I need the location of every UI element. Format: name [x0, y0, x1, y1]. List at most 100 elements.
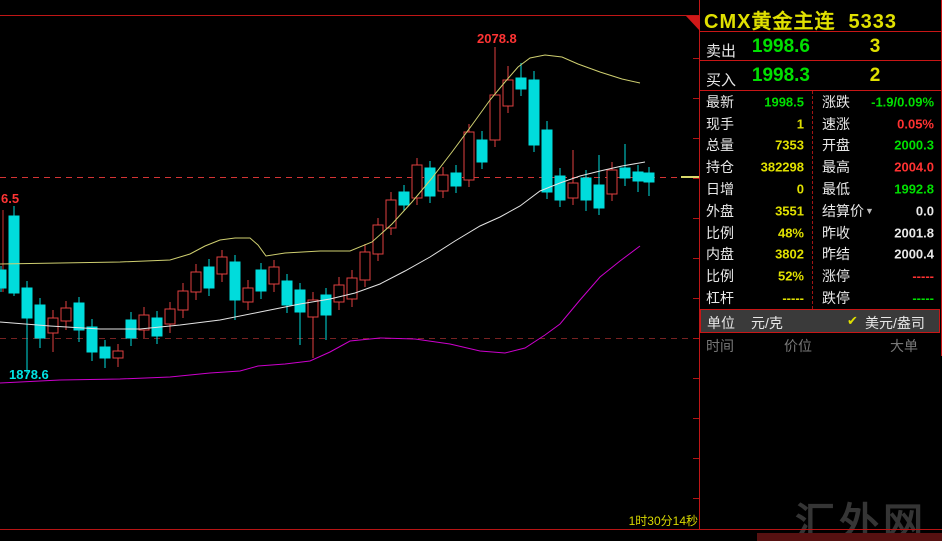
field-label: 昨收 [822, 224, 850, 241]
low-price-label: 1878.6 [9, 367, 49, 382]
quote-row-比例: 比例 48% [700, 222, 812, 244]
separator [700, 60, 942, 61]
field-value: 2004.0 [894, 159, 934, 175]
ask-qty: 3 [869, 36, 881, 57]
field-value: 2001.8 [894, 225, 934, 241]
bid-row[interactable]: 买入 1998.3 2 [700, 61, 942, 90]
candle-down [73, 302, 85, 331]
candle-up [359, 251, 371, 281]
quote-row-最高: 最高 2004.0 [813, 156, 942, 178]
quote-row-现手: 现手 1 [700, 113, 812, 135]
left-price-label: 6.5 [1, 191, 20, 206]
field-label: 结算价 [822, 202, 864, 219]
field-value: 2000.4 [894, 246, 934, 262]
candle-down [554, 175, 566, 201]
candle-down [450, 172, 462, 187]
field-label: 速涨 [822, 115, 850, 132]
unit-option-yuan-gram[interactable]: 元/克 [751, 315, 783, 331]
candle-up [333, 284, 345, 303]
candle-up [372, 224, 384, 255]
kline-chart-canvas[interactable] [0, 0, 700, 541]
candle-up [489, 94, 501, 141]
candle-down [541, 129, 553, 193]
quote-panel: CMX黄金主连 5333 卖出 1998.6 3 买入 1998.3 2 最新 1… [700, 0, 942, 541]
field-value: 52% [777, 268, 804, 284]
candle-up [567, 182, 579, 199]
candle-up [216, 256, 228, 275]
quote-row-总量: 总量 7353 [700, 135, 812, 157]
quote-grid-right-column: 涨跌 -1.9/0.09% 速涨 0.05% 开盘 2000.3 最高 2004.0 最低 199… [812, 91, 942, 309]
candle-down [203, 266, 215, 289]
bid-price[interactable]: 1998.3 [751, 65, 810, 86]
bid-qty: 2 [869, 65, 881, 86]
field-label: 最低 [822, 181, 850, 198]
field-value: 0.0 [915, 203, 934, 219]
candle-up [385, 199, 397, 229]
candle-down [515, 77, 527, 90]
field-label: 涨停 [822, 268, 850, 285]
separator [700, 31, 942, 32]
ma-lower-line [0, 245, 641, 384]
separator [700, 90, 942, 91]
ask-row[interactable]: 卖出 1998.6 3 [700, 32, 942, 61]
candle-down [528, 79, 540, 146]
ma-middle-line [0, 161, 646, 330]
bottom-border [0, 529, 942, 530]
corner-flag-icon [686, 16, 700, 31]
candle-up [164, 308, 176, 325]
quote-row-最新: 最新 1998.5 [700, 91, 812, 113]
field-value: ----- [782, 290, 804, 306]
ask-price[interactable]: 1998.6 [751, 36, 810, 57]
col-header-time: 时间 [706, 338, 734, 354]
field-label: 涨跌 [822, 93, 850, 110]
candle-up [60, 307, 72, 322]
field-label: 开盘 [822, 137, 850, 154]
quote-row-结算价[interactable]: 结算价 ▼ 0.0 [813, 200, 942, 222]
candle-up [190, 271, 202, 293]
candle-down [580, 177, 592, 201]
field-label: 最高 [822, 159, 850, 176]
unit-toggle-row[interactable]: 单位 元/克 ✔ 美元/盎司 [700, 309, 940, 333]
quote-row-速涨: 速涨 0.05% [813, 113, 942, 135]
dropdown-arrow-icon[interactable]: ▼ [865, 205, 874, 216]
unit-label: 单位 [707, 315, 735, 331]
candle-up [112, 350, 124, 359]
quote-row-涨停: 涨停 ----- [813, 265, 942, 287]
quote-grid-left-column: 最新 1998.5 现手 1 总量 7353 持仓 382298 日增 0 外盘 3551 比例 48% 内… [700, 91, 812, 309]
candle-down [255, 269, 267, 292]
field-label: 比例 [706, 268, 734, 285]
countdown-timer: 1时30分14秒 [628, 514, 698, 528]
field-label: 总量 [706, 137, 734, 154]
quote-row-杠杆: 杠杆 ----- [700, 287, 812, 309]
quote-row-昨收: 昨收 2001.8 [813, 222, 942, 244]
candle-down [398, 191, 410, 206]
candle-down [229, 261, 241, 301]
field-label: 比例 [706, 224, 734, 241]
candle-down [281, 280, 293, 306]
col-header-price: 价位 [784, 338, 812, 354]
high-price-label: 2078.8 [477, 31, 517, 46]
field-label: 昨结 [822, 246, 850, 263]
candle-down [476, 139, 488, 163]
candle-down [643, 172, 655, 183]
candle-down [593, 184, 605, 209]
field-value: 2000.3 [894, 137, 934, 153]
field-value: ----- [912, 290, 934, 306]
field-label: 日增 [706, 181, 734, 198]
field-value: 3802 [775, 246, 804, 262]
field-value: 0.05% [897, 116, 934, 132]
field-label: 最新 [706, 93, 734, 110]
candle-down [86, 326, 98, 353]
quote-row-持仓: 持仓 382298 [700, 156, 812, 178]
quote-row-内盘: 内盘 3802 [700, 244, 812, 266]
candle-up [268, 266, 280, 285]
candle-down [21, 287, 33, 319]
kline-chart[interactable]: 2078.8 6.5 1878.6 1时30分14秒 [0, 0, 700, 541]
candle-up [177, 290, 189, 311]
unit-option-usd-ounce[interactable]: 美元/盎司 [865, 315, 925, 331]
field-value: 3551 [775, 203, 804, 219]
candle-down [0, 269, 7, 289]
field-value: 1998.5 [764, 94, 804, 110]
field-label: 外盘 [706, 202, 734, 219]
